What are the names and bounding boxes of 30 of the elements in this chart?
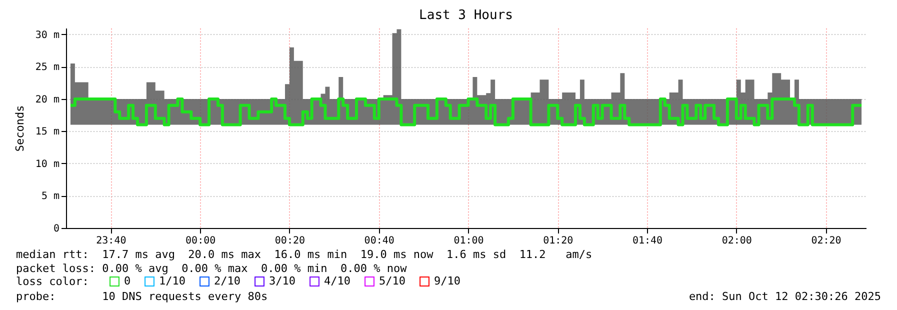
text: median rtt: 17.7 ms avg 20.0 ms max 16.0 ms min 19.0 ms now 1.6 ms sd 11.2 am/s xyxy=(16,248,592,261)
legend-label: 3/10 xyxy=(269,274,296,288)
y-tick-label: 0 xyxy=(53,224,60,234)
legend-label: 4/10 xyxy=(324,274,350,288)
y-tick-label: 20 m xyxy=(35,94,60,106)
x-tick-label: 01:40 xyxy=(632,236,663,246)
y-tick-label: 15 m xyxy=(35,126,60,138)
legend-label: 1/10 xyxy=(159,274,186,288)
y-tick-label: 10 m xyxy=(35,158,60,170)
chart-title: Last 3 Hours xyxy=(419,8,513,23)
x-tick-label: 00:40 xyxy=(364,236,394,246)
legend-label: 2/10 xyxy=(214,274,240,288)
x-tick-label: 01:00 xyxy=(454,236,484,246)
text: probe: 10 DNS requests every 80s xyxy=(16,290,268,303)
x-tick-label: 02:00 xyxy=(722,236,752,246)
x-tick-label: 02:20 xyxy=(811,236,842,246)
x-tick-label: 01:20 xyxy=(543,236,574,246)
legend-label: 0 xyxy=(124,274,131,288)
x-tick-label: 00:20 xyxy=(274,236,306,246)
legend-label: 9/10 xyxy=(434,274,460,288)
y-tick-label: 25 m xyxy=(35,62,60,74)
x-tick-label: 00:00 xyxy=(186,236,216,246)
x-tick-label: 23:40 xyxy=(96,236,126,246)
y-tick-label: 30 m xyxy=(35,30,60,41)
legend-title: loss color: xyxy=(16,275,89,288)
y-axis-title: Seconds xyxy=(13,105,26,152)
y-tick-label: 5 m xyxy=(41,191,60,202)
text: packet loss: 0.00 % avg 0.00 % max 0.00 % min 0.00 % now xyxy=(16,262,407,275)
text: end: Sun Oct 12 02:30:26 2025 xyxy=(688,290,881,303)
legend-label: 5/10 xyxy=(379,274,406,288)
